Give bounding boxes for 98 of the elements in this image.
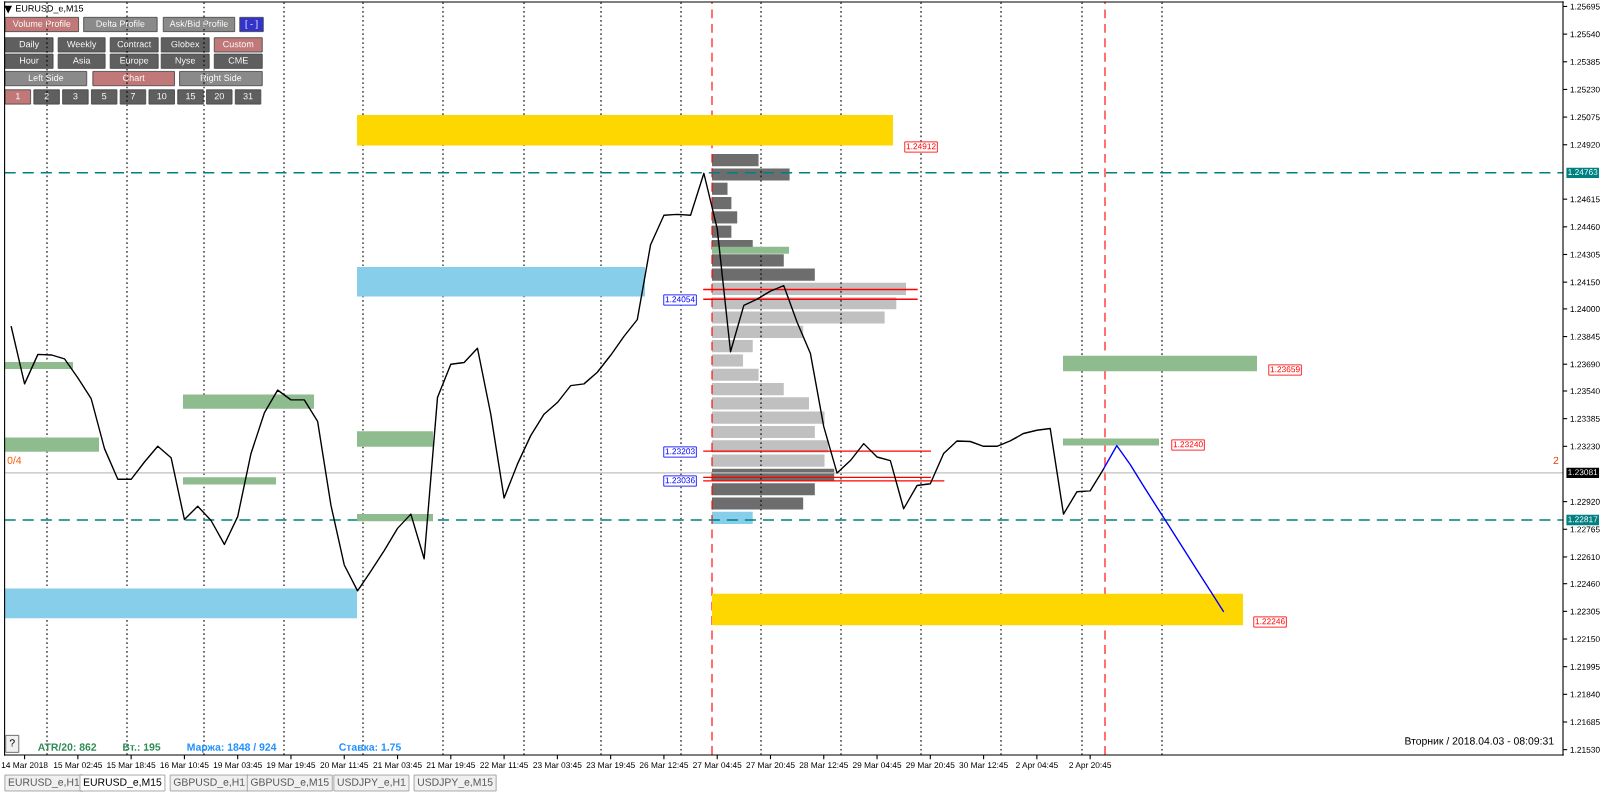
annotation: 5 [102, 93, 107, 100]
x-tick-label: 2 Apr 04:45 [1015, 762, 1058, 770]
x-tick-label: 15 Mar 18:45 [107, 762, 156, 769]
annotation: Вторник / 2018.04.03 - 08:09:31 [1405, 736, 1554, 747]
y-tick-label: 1.22765 [1570, 526, 1600, 533]
x-tick-label: 21 Mar 19:45 [426, 762, 476, 769]
annotation: [ - ] [245, 20, 258, 29]
y-tick-label: 1.24150 [1570, 279, 1600, 286]
y-tick-label: 1.24920 [1570, 141, 1600, 148]
y-tick-label: 1.22150 [1570, 636, 1600, 643]
annotation: 2 [1553, 456, 1559, 464]
y-tick-label: 1.21995 [1570, 663, 1600, 670]
annotation: Chart [123, 74, 145, 81]
y-tick-label: 1.21840 [1570, 691, 1600, 698]
annotation: Contract [117, 40, 152, 48]
x-tick-label: 23 Mar 19:45 [586, 762, 635, 769]
x-tick-label: 27 Mar 20:45 [746, 762, 795, 769]
annotation: Left Side [28, 74, 64, 81]
annotation: 15 [186, 93, 196, 100]
annotation: Asia [72, 57, 91, 64]
y-tick-label: 1.24000 [1570, 306, 1600, 313]
y-tick-label: 1.25385 [1570, 58, 1600, 65]
annotation: Europe [120, 57, 149, 66]
y-tick-label: 1.21685 [1570, 719, 1600, 726]
text: GBPUSD_e,M15 [250, 778, 329, 788]
text: USDJPY_e,M15 [417, 778, 493, 788]
annotation: 31 [243, 92, 253, 100]
y-tick-label: 1.24460 [1570, 224, 1600, 230]
x-tick-label: 15 Mar 02:45 [53, 762, 103, 769]
y-tick-label: 1.23845 [1570, 333, 1600, 340]
y-tick-label: 1.24305 [1570, 251, 1600, 258]
ref-line-label: 1.22817 [1568, 516, 1598, 523]
x-tick-label: 27 Mar 04:45 [693, 762, 742, 769]
text: EURUSD_e,H1 [8, 778, 80, 788]
annotation: Hour [20, 57, 39, 64]
ref-line-label: 1.23081 [1568, 469, 1598, 476]
x-tick-label: 19 Mar 19:45 [267, 762, 316, 769]
y-tick-label: 1.24615 [1570, 196, 1600, 203]
x-tick-label: 21 Mar 03:45 [373, 762, 422, 769]
annotation: Custom [223, 40, 254, 48]
y-tick-label: 1.25695 [1570, 3, 1600, 10]
x-tick-label: 29 Mar 04:45 [852, 762, 902, 769]
y-tick-label: 1.23385 [1570, 415, 1600, 422]
text: EURUSD_e,M15 [83, 778, 162, 788]
annotation: CME [228, 57, 248, 64]
x-tick-label: 26 Mar 12:45 [639, 762, 689, 769]
annotation: Weekly [66, 40, 97, 50]
x-tick-label: 14 Mar 2018 [1, 762, 48, 769]
y-tick-label: 1.22460 [1570, 580, 1600, 587]
annotation: 1.23659 [1270, 366, 1300, 373]
x-tick-label: 23 Mar 03:45 [533, 762, 582, 769]
y-tick-label: 1.22610 [1570, 554, 1600, 561]
y-tick-label: 1.22920 [1570, 498, 1600, 505]
annotation: Ставка: 1.75 [339, 743, 401, 751]
annotation: 2 [44, 92, 49, 100]
annotation: Right Side [200, 74, 242, 83]
annotation: 1.23203 [665, 448, 695, 455]
x-tick-label: 30 Mar 12:45 [959, 762, 1008, 769]
annotation: ? [9, 739, 15, 747]
annotation: Ask/Bid Profile [169, 20, 228, 27]
y-tick-label: 1.23540 [1570, 388, 1600, 395]
y-tick-label: 1.23230 [1570, 443, 1600, 450]
annotation: 3 [73, 92, 78, 100]
y-tick-label: 1.25230 [1570, 86, 1600, 93]
annotation: Маржа: 1848 / 924 [187, 743, 277, 753]
x-tick-label: 29 Mar 20:45 [906, 762, 955, 769]
annotation: 1 [16, 93, 20, 100]
annotation: 7 [130, 93, 136, 100]
y-tick-label: 1.23690 [1570, 361, 1600, 368]
x-tick-label: 16 Mar 10:45 [160, 762, 209, 769]
annotation: Globex [171, 40, 200, 48]
annotation: 10 [157, 92, 167, 100]
x-tick-label: 28 Mar 12:45 [799, 762, 848, 769]
y-tick-label: 1.22305 [1570, 608, 1600, 615]
text: GBPUSD_e,H1 [173, 778, 245, 788]
annotation: Delta Profile [96, 20, 145, 27]
annotation: 1.24054 [665, 296, 695, 303]
ref-line-label: 1.24763 [1568, 169, 1598, 175]
annotation: 0/4 [7, 456, 22, 465]
x-tick-label: 22 Mar 11:45 [480, 762, 528, 769]
x-tick-label: 19 Mar 03:45 [213, 762, 262, 769]
y-tick-label: 1.25075 [1570, 114, 1600, 121]
annotation: ATR/20: 862 [38, 743, 97, 751]
annotation: 1.23240 [1173, 441, 1203, 448]
x-tick-label: 2 Apr 20:45 [1069, 762, 1112, 770]
annotation: Nyse [175, 57, 196, 66]
y-tick-label: 1.25540 [1570, 31, 1600, 38]
x-tick-label: 20 Mar 11:45 [320, 762, 369, 769]
annotation: Volume Profile [12, 20, 71, 27]
chart-title: EURUSD_e,M15 [16, 5, 84, 14]
annotation: Daily [19, 40, 40, 50]
annotation: 20 [214, 92, 224, 100]
annotation: Вт.: 195 [123, 743, 161, 751]
y-tick-label: 1.21530 [1570, 746, 1600, 753]
annotation: 1.22246 [1255, 618, 1285, 625]
annotation: 1.24912 [906, 143, 936, 150]
text: USDJPY_e,H1 [337, 778, 406, 788]
annotation: 1.23036 [665, 477, 695, 484]
